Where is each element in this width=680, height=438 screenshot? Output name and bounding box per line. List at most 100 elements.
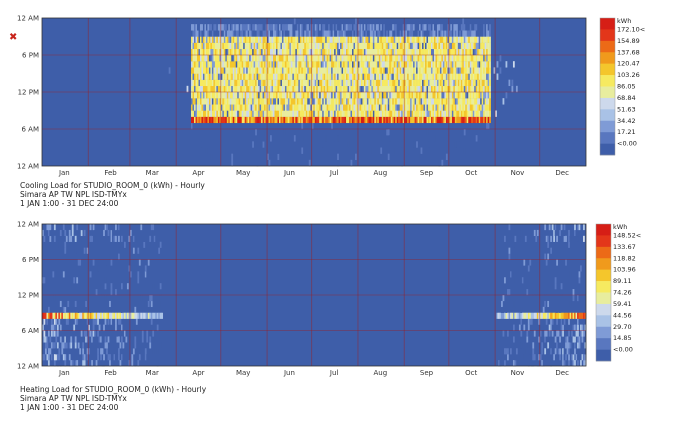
heatmap-cell — [249, 61, 251, 68]
heatmap-cell — [273, 24, 275, 31]
heatmap-cell — [557, 342, 560, 349]
heatmap-cell — [289, 104, 292, 111]
heatmap-cell — [326, 36, 329, 43]
heatmap-cell — [354, 98, 357, 105]
heatmap-cell — [243, 67, 245, 74]
heatmap-cell — [208, 92, 211, 99]
heatmap-cell — [207, 48, 210, 56]
heatmap-cell — [329, 61, 332, 68]
heatmap-cell — [226, 55, 229, 62]
heatmap-cell — [425, 67, 427, 74]
heatmap-cell — [584, 360, 587, 367]
heatmap-cell — [52, 224, 55, 231]
heatmap-cell — [319, 36, 322, 43]
heatmap-cell — [244, 30, 247, 37]
heatmap-cell — [456, 92, 459, 99]
heatmap-cell — [253, 36, 256, 43]
heatmap-cell — [346, 24, 348, 31]
heatmap-cell — [320, 30, 323, 37]
heatmap-cell — [477, 48, 479, 56]
heatmap-cell — [523, 289, 526, 296]
heatmap-cell — [480, 110, 482, 117]
heatmap-cell — [316, 104, 319, 111]
heatmap-cell — [417, 116, 420, 124]
heatmap-cell — [191, 73, 193, 80]
heatmap-cell — [352, 92, 354, 99]
heatmap-cell — [335, 110, 338, 117]
heatmap-cell — [486, 79, 488, 87]
heatmap-cell — [453, 79, 456, 87]
heatmap-cell — [159, 324, 162, 331]
heatmap-cell — [383, 98, 386, 105]
heatmap-cell — [89, 318, 92, 325]
heatmap-cell — [213, 36, 216, 43]
heatmap-cell — [360, 36, 363, 43]
heatmap-cell — [444, 92, 447, 99]
heatmap-cell — [100, 336, 102, 343]
heatmap-cell — [420, 116, 423, 124]
close-icon[interactable]: ✖ — [9, 32, 18, 43]
heatmap-cell — [380, 147, 383, 154]
heatmap-cell — [393, 73, 396, 80]
heatmap-cell — [354, 110, 357, 117]
heatmap-cell — [353, 92, 356, 99]
heatmap-cell — [372, 67, 375, 74]
heatmap-cell — [395, 36, 398, 43]
heatmap-cell — [404, 85, 406, 93]
heatmap-cell — [438, 116, 441, 124]
heatmap-cell — [365, 24, 368, 31]
heatmap-cell — [271, 92, 274, 99]
heatmap-cell — [425, 98, 427, 105]
heatmap-cell — [265, 48, 268, 56]
heatmap-cell — [129, 312, 132, 319]
heatmap-cell — [194, 98, 196, 105]
heatmap-cell — [504, 354, 506, 361]
heatmap-cell — [356, 104, 359, 111]
heatmap-cell — [287, 85, 290, 93]
heatmap-cell — [398, 85, 400, 93]
heatmap-cell — [43, 235, 46, 242]
heatmap-cell — [197, 48, 199, 56]
heatmap-cell — [216, 42, 219, 50]
heatmap-cell — [118, 324, 120, 331]
heatmap-cell — [204, 110, 207, 117]
heatmap-cell — [550, 360, 553, 367]
heatmap-cell — [234, 36, 237, 43]
heatmap-cell — [301, 104, 304, 111]
heatmap-cell — [399, 79, 402, 87]
heatmap-cell — [280, 67, 283, 74]
heatmap-cell — [340, 73, 342, 80]
heatmap-cell — [392, 85, 395, 93]
heatmap-cell — [350, 30, 353, 37]
heatmap-cell — [398, 30, 400, 37]
heatmap-cell — [381, 135, 384, 142]
heatmap-cell — [377, 48, 380, 56]
heatmap-cell — [504, 360, 506, 367]
heatmap-cell — [226, 67, 229, 74]
heatmap-cell — [115, 235, 117, 242]
heatmap-cell — [238, 61, 241, 68]
heatmap-cell — [462, 36, 465, 43]
heatmap-cell — [402, 104, 405, 111]
heatmap-cell — [149, 336, 152, 343]
heatmap-cell — [395, 73, 398, 80]
heatmap-cell — [401, 73, 403, 80]
heatmap-cell — [85, 300, 88, 308]
heatmap-cell — [205, 73, 208, 80]
heatmap-cell — [435, 55, 438, 62]
heatmap-cell — [95, 318, 98, 325]
heatmap-cell — [365, 36, 368, 43]
heatmap-cell — [478, 79, 481, 87]
heatmap-cell — [508, 224, 511, 231]
heatmap-cell — [331, 98, 333, 105]
heatmap-cell — [328, 79, 330, 87]
heatmap-cell — [332, 104, 335, 111]
heatmap-cell — [441, 116, 444, 124]
heatmap-cell — [398, 73, 400, 80]
heatmap-cell — [378, 92, 381, 99]
heatmap-cell — [368, 48, 371, 56]
heatmap-cell — [393, 48, 396, 56]
heatmap-cell — [520, 224, 523, 231]
heatmap-cell — [250, 67, 253, 74]
heatmap-cell — [295, 104, 298, 111]
